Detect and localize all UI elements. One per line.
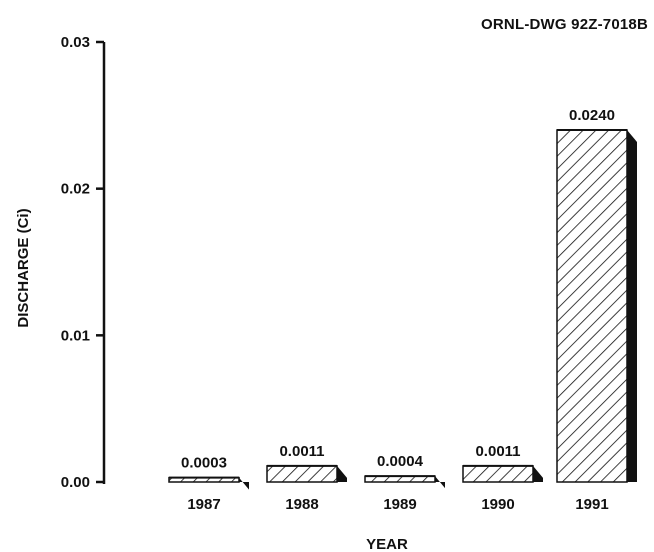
data-label: 0.0004 bbox=[377, 453, 424, 470]
bar bbox=[556, 129, 628, 483]
bar-group bbox=[266, 464, 347, 483]
y-axis-label: DISCHARGE (Ci) bbox=[15, 208, 32, 327]
bar-group bbox=[556, 129, 637, 483]
x-tick-label: 1991 bbox=[575, 496, 608, 513]
y-tick-label: 0.02 bbox=[61, 181, 90, 198]
labels: 0.00 0.01 0.02 0.03 0.0003 1987 0.0011 1988 0.00… bbox=[61, 34, 615, 513]
bar-side bbox=[337, 465, 347, 482]
axes bbox=[96, 40, 106, 484]
x-axis-label: YEAR bbox=[366, 536, 408, 552]
y-tick-label: 0.03 bbox=[61, 34, 90, 51]
x-tick-label: 1988 bbox=[285, 496, 318, 513]
bar bbox=[462, 465, 534, 483]
data-label: 0.0003 bbox=[181, 455, 227, 472]
bar-group bbox=[364, 475, 445, 489]
bar-side bbox=[435, 476, 445, 489]
bar-group bbox=[168, 476, 249, 490]
data-label: 0.0240 bbox=[569, 107, 615, 124]
x-tick-label: 1987 bbox=[187, 496, 220, 513]
bar-group bbox=[462, 464, 543, 483]
data-label: 0.0011 bbox=[475, 443, 520, 460]
drawing-number: ORNL-DWG 92Z-7018B bbox=[481, 16, 648, 33]
bars bbox=[168, 129, 637, 490]
bar-side bbox=[627, 130, 637, 482]
y-tick-label: 0.01 bbox=[61, 327, 90, 344]
x-tick-label: 1990 bbox=[481, 496, 514, 513]
bar-side bbox=[533, 465, 543, 482]
bar-side bbox=[239, 477, 249, 490]
y-tick-label: 0.00 bbox=[61, 474, 90, 491]
x-tick-label: 1989 bbox=[383, 496, 416, 513]
bar bbox=[266, 465, 338, 483]
data-label: 0.0011 bbox=[279, 443, 324, 460]
